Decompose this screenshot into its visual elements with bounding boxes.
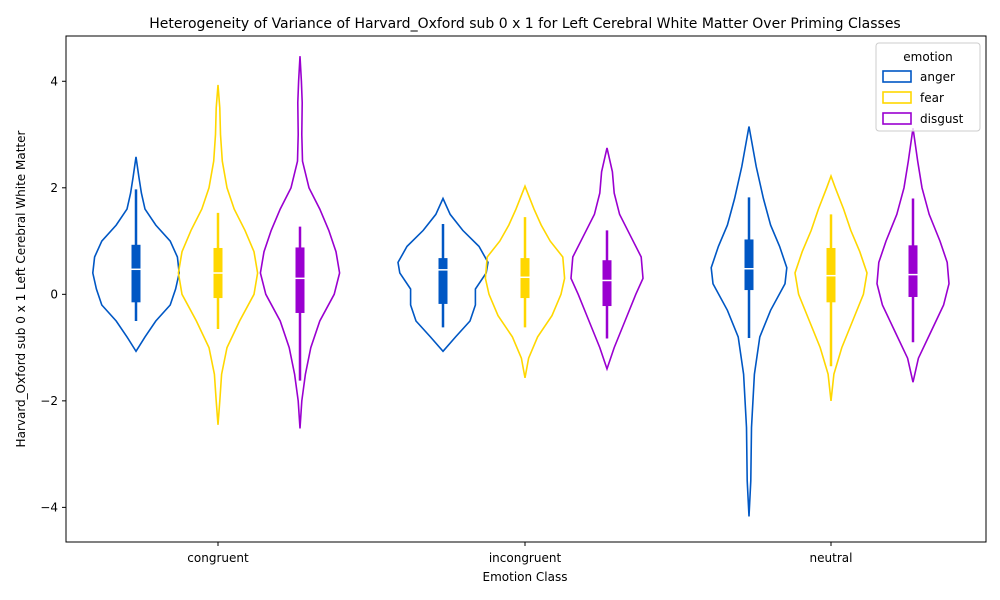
- legend-swatch-disgust: [882, 112, 912, 125]
- legend-label-anger: anger: [920, 70, 955, 84]
- violin-anger-congruent: [91, 156, 181, 353]
- violin-fear-neutral: [794, 173, 868, 401]
- y-tick-label: 2: [50, 181, 58, 195]
- plot-frame: [65, 35, 987, 543]
- legend: emotion anger fear disgust: [875, 42, 981, 132]
- violin-outline: [397, 196, 489, 353]
- violin-disgust-incongruent: [570, 147, 644, 372]
- violin-fear-congruent: [177, 84, 259, 425]
- y-tick-label: 0: [50, 287, 58, 301]
- legend-title: emotion: [903, 50, 952, 64]
- violin-outline: [91, 156, 181, 353]
- violin-disgust-neutral: [876, 127, 950, 383]
- violin-disgust-congruent: [259, 56, 341, 429]
- y-tick-label: 4: [50, 74, 58, 88]
- x-axis: congruent incongruent neutral: [187, 542, 852, 565]
- legend-swatch-anger: [882, 70, 912, 83]
- legend-label-disgust: disgust: [920, 112, 964, 126]
- violin-iqr-box: [744, 239, 754, 291]
- y-tick-label: −2: [40, 394, 58, 408]
- y-axis: −4 −2 0 2 4: [40, 74, 66, 514]
- chart-title: Heterogeneity of Variance of Harvard_Oxf…: [149, 16, 900, 32]
- violin-iqr-box: [295, 247, 305, 313]
- violin-anger-neutral: [710, 126, 788, 517]
- violin-iqr-box: [908, 245, 918, 297]
- violin-outline: [177, 84, 259, 425]
- violin-anger-incongruent: [397, 196, 489, 353]
- violin-iqr-box: [438, 258, 448, 304]
- y-axis-title: Harvard_Oxford sub 0 x 1 Left Cerebral W…: [14, 130, 28, 447]
- plot-area: [91, 56, 950, 517]
- legend-swatch-fear: [882, 91, 912, 104]
- x-axis-title: Emotion Class: [483, 570, 568, 584]
- violin-outline: [259, 56, 341, 429]
- violin-outline: [710, 126, 788, 517]
- violin-outline: [794, 173, 868, 401]
- violin-fear-incongruent: [484, 184, 566, 379]
- x-tick-label: congruent: [187, 551, 249, 565]
- x-tick-label: incongruent: [489, 551, 562, 565]
- y-tick-label: −4: [40, 500, 58, 514]
- legend-box: [875, 42, 981, 132]
- violin-iqr-box: [520, 258, 530, 299]
- violin-iqr-box: [602, 260, 612, 307]
- legend-label-fear: fear: [920, 91, 944, 105]
- violin-outline: [484, 184, 566, 379]
- violin-iqr-box: [131, 244, 141, 303]
- violin-outline: [570, 147, 644, 372]
- x-tick-label: neutral: [810, 551, 853, 565]
